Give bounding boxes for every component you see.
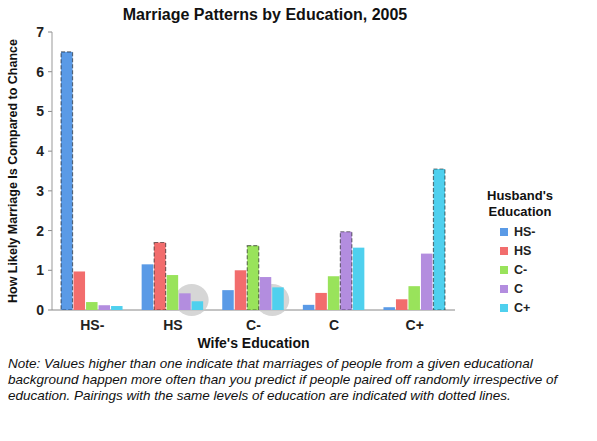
legend-label: HS: [514, 244, 531, 258]
bar: [260, 277, 272, 310]
bar: [272, 287, 284, 310]
bar: [61, 52, 73, 310]
bar: [179, 293, 191, 310]
y-axis-label: How Likely Marriage Is Compared to Chanc…: [6, 39, 20, 303]
legend-title-line: Husband's: [487, 188, 553, 203]
page: Marriage Patterns by Education, 2005 How …: [0, 0, 597, 441]
bar: [192, 301, 204, 310]
highlight: [175, 284, 209, 316]
bar: [222, 290, 234, 310]
bars: [61, 52, 445, 310]
legend-label: HS-: [514, 225, 536, 239]
bar: [421, 254, 433, 310]
y-tick: [48, 151, 52, 152]
bar: [328, 276, 340, 310]
legend-swatch: [500, 266, 508, 274]
bar: [142, 264, 154, 310]
legend-title: Husband'sEducation: [487, 188, 553, 219]
x-tick-label: C-: [246, 317, 261, 333]
x-axis-label: Wife's Education: [197, 335, 309, 350]
y-tick-label: 5: [36, 103, 44, 119]
title: Marriage Patterns by Education, 2005: [123, 6, 408, 23]
y-tick-label: 1: [36, 262, 44, 278]
legend-label: C+: [514, 301, 530, 315]
legend-swatch: [500, 285, 508, 293]
legend-swatch: [500, 304, 508, 312]
bar: [74, 271, 86, 310]
bar: [235, 270, 247, 310]
y-tick: [48, 32, 52, 33]
legend-swatch: [500, 228, 508, 236]
bar: [340, 232, 352, 310]
bar: [247, 246, 259, 310]
y-tick-label: 0: [36, 302, 44, 318]
y-tick-label: 2: [36, 223, 44, 239]
bar: [396, 299, 408, 310]
bar: [167, 275, 179, 310]
y-tick-label: 7: [36, 24, 44, 40]
bar: [315, 293, 327, 310]
y-tick: [48, 71, 52, 72]
legend-swatch: [500, 247, 508, 255]
y-tick: [48, 310, 52, 311]
chart: Marriage Patterns by Education, 2005 How …: [0, 0, 597, 350]
y-tick: [48, 111, 52, 112]
note: Note: Values higher than one indicate th…: [8, 356, 588, 404]
y-tick: [48, 270, 52, 271]
bar: [111, 306, 123, 310]
y-tick: [48, 230, 52, 231]
x-tick-label: HS: [163, 317, 182, 333]
bar: [303, 305, 315, 310]
legend-label: C-: [514, 263, 527, 277]
x-tick-label: C+: [406, 317, 424, 333]
y-tick-label: 3: [36, 183, 44, 199]
bar: [433, 169, 445, 310]
y-tick-label: 4: [36, 143, 44, 159]
y-tick-label: 6: [36, 64, 44, 80]
bar: [154, 242, 166, 310]
legend-title-line: Education: [489, 204, 552, 219]
y-axis: [52, 32, 53, 310]
bar: [408, 286, 420, 310]
y-tick: [48, 190, 52, 191]
bar: [353, 248, 365, 310]
bar: [99, 305, 111, 310]
bar: [383, 307, 395, 310]
legend-label: C: [514, 282, 523, 296]
bar: [86, 302, 98, 310]
x-tick-label: C: [329, 317, 339, 333]
x-tick-label: HS-: [80, 317, 104, 333]
